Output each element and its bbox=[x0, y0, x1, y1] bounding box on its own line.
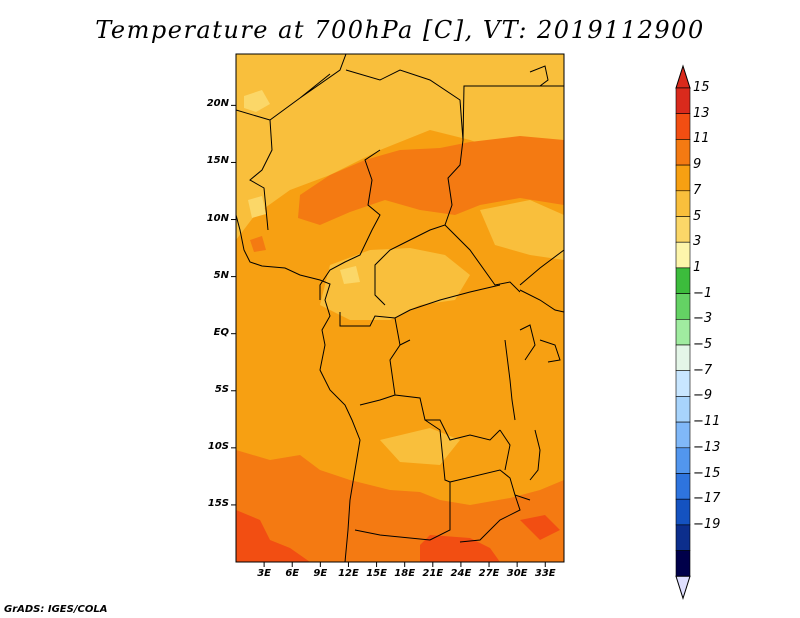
lat-label-15n: 15N bbox=[206, 155, 229, 167]
lon-label-33e: 33E bbox=[534, 568, 556, 579]
lon-label-18e: 18E bbox=[394, 568, 416, 579]
colorbar-label: 15 bbox=[693, 80, 710, 95]
colorbar-swatch bbox=[675, 164, 691, 192]
colorbar-swatch bbox=[675, 139, 691, 166]
colorbar-label: −17 bbox=[693, 491, 721, 507]
field-band-red-south bbox=[236, 510, 310, 562]
colorbar-swatch bbox=[675, 550, 691, 577]
lat-label-20n: 20N bbox=[206, 98, 229, 110]
colorbar-label: 7 bbox=[693, 182, 702, 198]
field-band-dark-south bbox=[236, 450, 564, 562]
colorbar-swatch bbox=[675, 473, 691, 500]
field-spot-pale-2 bbox=[248, 196, 266, 218]
great-lakes bbox=[504, 324, 561, 481]
colorbar-swatch bbox=[675, 216, 691, 243]
colorbar-label: 5 bbox=[693, 208, 702, 224]
field-spot-dark-west bbox=[250, 236, 266, 252]
colorbar-swatch bbox=[675, 241, 691, 269]
colorbar-swatch bbox=[675, 396, 691, 423]
lat-label-eq: EQ bbox=[213, 326, 229, 338]
field-spot-pale-3 bbox=[340, 266, 360, 284]
colorbar-label: −9 bbox=[693, 388, 713, 404]
lon-label-24e: 24E bbox=[450, 568, 472, 579]
colorbar-swatch bbox=[675, 370, 691, 397]
lon-label-12e: 12E bbox=[338, 568, 359, 579]
field-patch-light-south bbox=[380, 428, 460, 465]
country-borders-north bbox=[236, 54, 564, 306]
colorbar-label: −15 bbox=[693, 465, 721, 481]
colorbar-label: 1 bbox=[693, 259, 702, 275]
colorbar-label: −13 bbox=[693, 439, 721, 455]
colorbar-bottom-arrow bbox=[675, 575, 691, 600]
colorbar-label: −7 bbox=[693, 362, 713, 378]
lon-label-27e: 27E bbox=[478, 568, 500, 579]
colorbar-swatch bbox=[675, 421, 691, 449]
colorbar-label: 13 bbox=[693, 105, 710, 121]
lat-label-15s: 15S bbox=[207, 497, 229, 509]
colorbar bbox=[675, 64, 691, 600]
latitude-ticks bbox=[231, 104, 236, 506]
colorbar-label: −11 bbox=[693, 414, 721, 430]
colorbar-label: 11 bbox=[693, 131, 710, 147]
map-frame bbox=[235, 53, 565, 563]
colorbar-label: 9 bbox=[693, 157, 702, 173]
field-patch-light-east bbox=[480, 200, 564, 260]
colorbar-swatch bbox=[675, 344, 691, 372]
colorbar-label: −1 bbox=[693, 285, 713, 301]
colorbar-swatch bbox=[675, 318, 691, 346]
colorbar-swatch bbox=[675, 524, 691, 551]
east-coast bbox=[519, 65, 564, 313]
colorbar-swatch bbox=[675, 87, 691, 115]
lat-label-10n: 10N bbox=[206, 212, 229, 224]
country-borders-central bbox=[339, 284, 531, 543]
lat-label-5n: 5N bbox=[213, 269, 229, 281]
lon-label-30e: 30E bbox=[506, 568, 528, 579]
lon-label-9e: 9E bbox=[313, 568, 328, 579]
colorbar-label: 3 bbox=[693, 234, 702, 250]
lat-label-5s: 5S bbox=[214, 383, 229, 395]
lon-label-21e: 21E bbox=[422, 568, 444, 579]
colorbar-swatch bbox=[675, 113, 691, 140]
colorbar-swatch bbox=[675, 447, 691, 474]
colorbar-swatch bbox=[675, 293, 691, 320]
field-band-dark-sahel bbox=[298, 136, 564, 225]
lon-label-6e: 6E bbox=[285, 568, 300, 579]
temperature-field bbox=[236, 54, 564, 562]
map-title: Temperature at 700hPa [C], VT: 201911290… bbox=[95, 16, 705, 44]
colorbar-top-arrow bbox=[675, 64, 691, 89]
longitude-ticks bbox=[263, 562, 546, 567]
colorbar-label: −19 bbox=[693, 516, 721, 532]
colorbar-swatch bbox=[675, 190, 691, 217]
colorbar-label: −3 bbox=[693, 311, 713, 327]
field-spot-pale-1 bbox=[244, 90, 270, 112]
lon-label-3e: 3E bbox=[257, 568, 271, 579]
west-africa-coast bbox=[236, 214, 361, 562]
field-spot-red-southeast bbox=[520, 515, 560, 540]
field-patch-light-north bbox=[236, 54, 564, 240]
colorbar-label: −5 bbox=[693, 337, 713, 352]
coastlines-and-borders bbox=[236, 54, 564, 562]
field-spot-red-south-central bbox=[420, 535, 500, 562]
lat-label-10s: 10S bbox=[207, 440, 229, 452]
colorbar-swatch bbox=[675, 267, 691, 294]
lon-label-15e: 15E bbox=[366, 568, 387, 579]
colorbar-swatch bbox=[675, 498, 691, 526]
grads-credit: GrADS: IGES/COLA bbox=[4, 604, 108, 615]
